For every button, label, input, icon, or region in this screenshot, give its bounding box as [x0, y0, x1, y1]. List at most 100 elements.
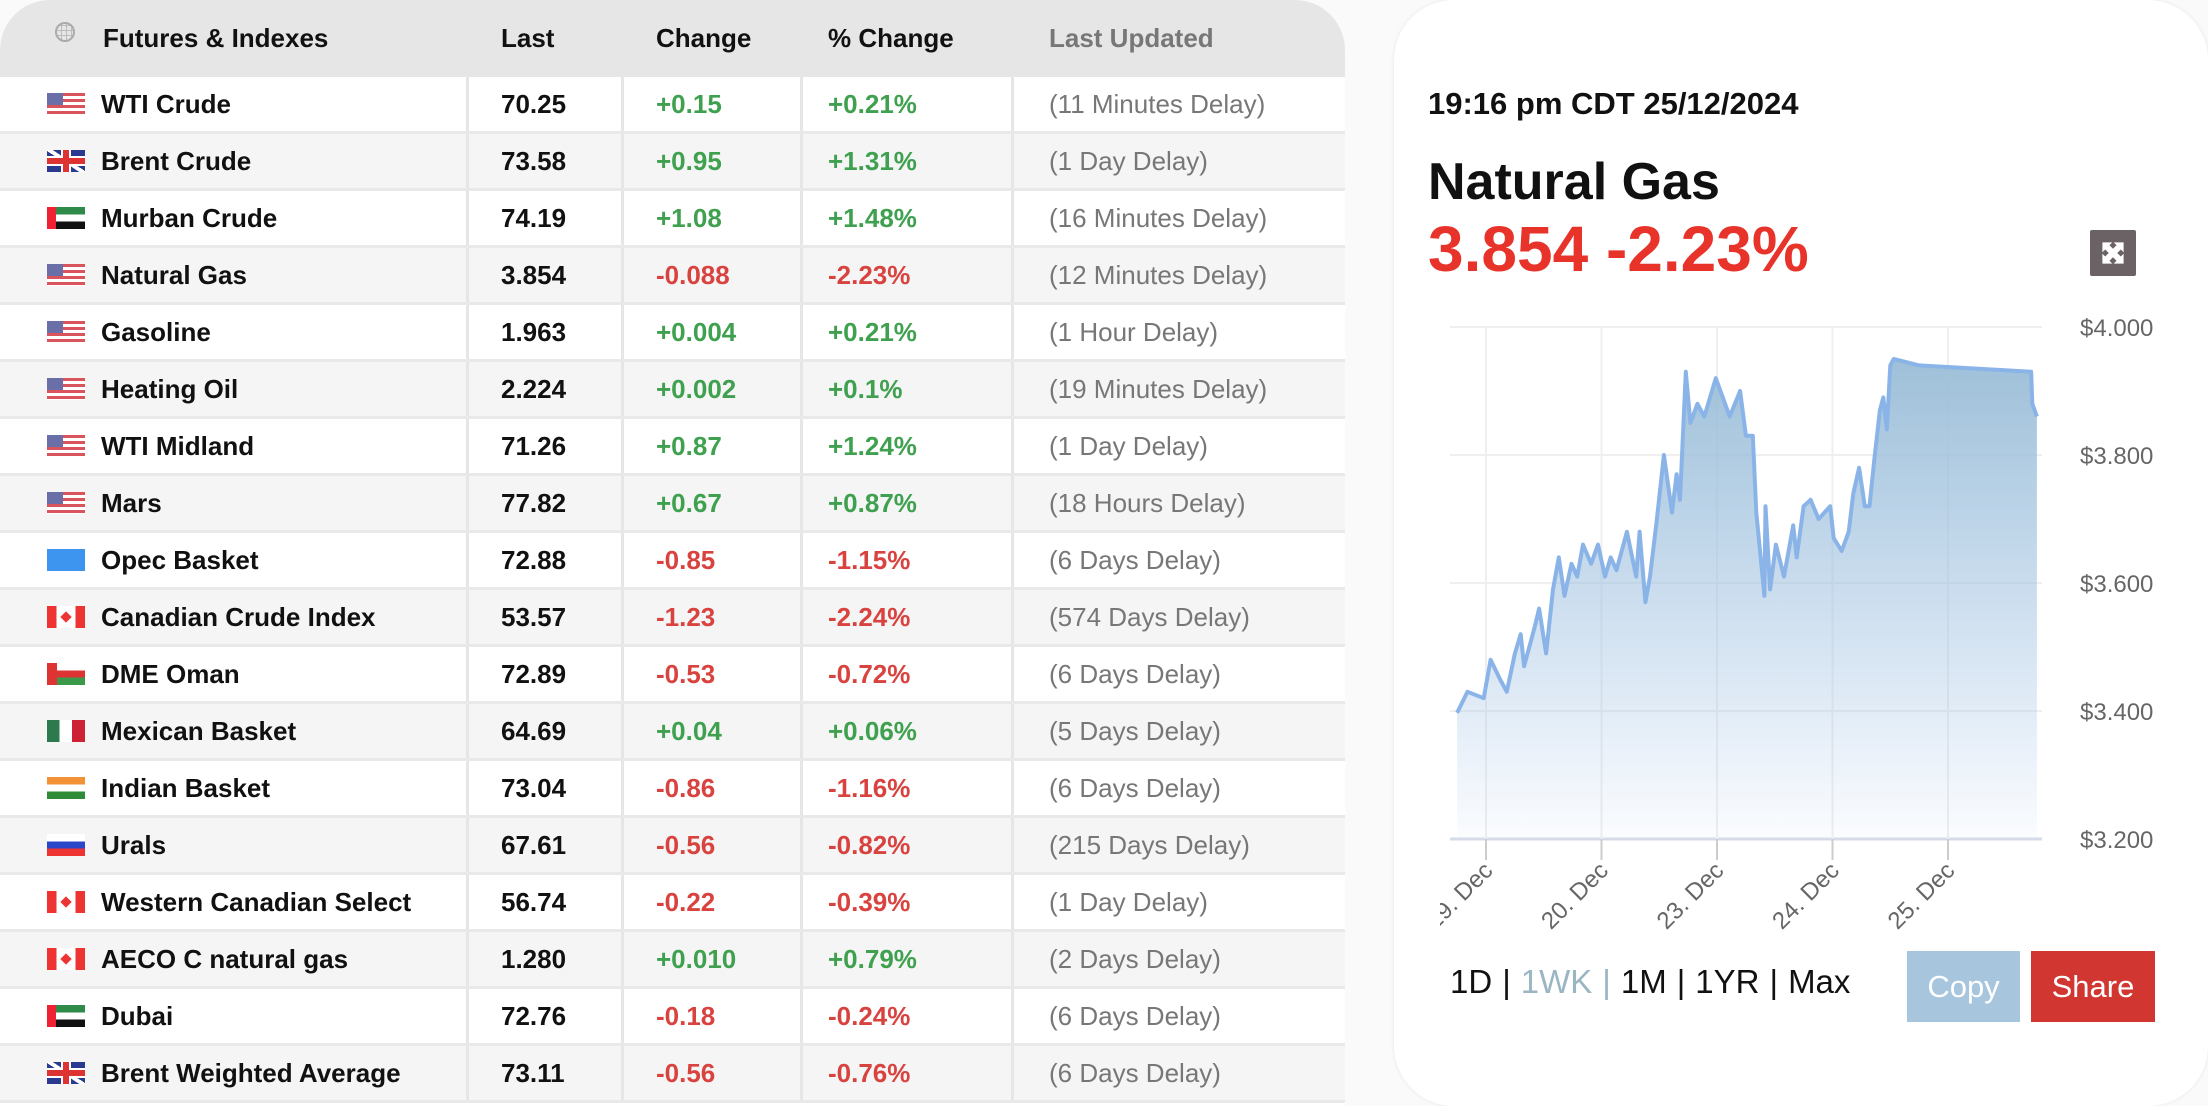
- table-row[interactable]: Urals 67.61 -0.56 -0.82% (215 Days Delay): [0, 818, 1345, 875]
- instrument-label: WTI Crude: [101, 88, 231, 119]
- cell-name[interactable]: Heating Oil: [0, 362, 469, 416]
- cell-name[interactable]: Indian Basket: [0, 761, 469, 815]
- instrument-label: Mexican Basket: [101, 715, 297, 746]
- cell-last-updated: (6 Days Delay): [1049, 1000, 1221, 1031]
- cell-pct-change: -0.76%: [803, 1046, 1014, 1100]
- cell-name[interactable]: Gasoline: [0, 305, 469, 359]
- cell-name[interactable]: Natural Gas: [0, 248, 469, 302]
- cell-change: -1.23: [624, 590, 803, 644]
- cell-name[interactable]: Western Canadian Select: [0, 875, 469, 929]
- flag-gb-icon: [47, 150, 85, 172]
- cell-change: -0.18: [624, 989, 803, 1043]
- header-name[interactable]: Futures & Indexes: [0, 0, 469, 77]
- flag-ae-icon: [47, 1005, 85, 1027]
- table-row[interactable]: Murban Crude 74.19 +1.08 +1.48% (16 Minutes …: [0, 191, 1345, 248]
- range-1wk[interactable]: 1WK: [1520, 963, 1593, 1000]
- header-change[interactable]: Change: [624, 0, 803, 77]
- range-1m[interactable]: 1M: [1620, 963, 1667, 1000]
- table-row[interactable]: AECO C natural gas 1.280 +0.010 +0.79% (2 Da…: [0, 932, 1345, 989]
- cell-pct-change: +0.79%: [803, 932, 1014, 986]
- y-tick-label: $3.600: [2080, 571, 2153, 598]
- flag-ae-icon: [47, 207, 85, 229]
- cell-last-updated: (1 Day Delay): [1049, 145, 1208, 176]
- instrument-label: Urals: [101, 829, 167, 860]
- cell-last-updated: (574 Days Delay): [1049, 601, 1250, 632]
- cell-name[interactable]: Dubai: [0, 989, 469, 1043]
- cell-change: -0.56: [624, 1046, 803, 1100]
- table-row[interactable]: Mexican Basket 64.69 +0.04 +0.06% (5 Days De…: [0, 704, 1345, 761]
- flag-om-icon: [47, 663, 85, 685]
- header-pct-change[interactable]: % Change: [803, 0, 1014, 77]
- cell-last-updated: (16 Minutes Delay): [1049, 202, 1268, 233]
- cell-last: 2.224: [469, 362, 624, 416]
- table-row[interactable]: Brent Weighted Average 73.11 -0.56 -0.76% (6…: [0, 1046, 1345, 1103]
- flag-us-icon: [47, 93, 85, 115]
- cell-last-updated: (18 Hours Delay): [1049, 487, 1246, 518]
- cell-last-updated: (5 Days Delay): [1049, 715, 1221, 746]
- cell-change: +0.67: [624, 476, 803, 530]
- table-row[interactable]: DME Oman 72.89 -0.53 -0.72% (6 Days Delay): [0, 647, 1345, 704]
- flag-mx-icon: [47, 720, 85, 742]
- table-row[interactable]: Opec Basket 72.88 -0.85 -1.15% (6 Days Delay…: [0, 533, 1345, 590]
- cell-change: +0.010: [624, 932, 803, 986]
- x-tick-label: 19. Dec: [1440, 857, 1498, 935]
- cell-pct-change: -0.82%: [803, 818, 1014, 872]
- cell-pct-change: +0.06%: [803, 704, 1014, 758]
- cell-change: +1.08: [624, 191, 803, 245]
- cell-name[interactable]: Mars: [0, 476, 469, 530]
- flag-us-icon: [47, 321, 85, 343]
- cell-pct-change: -1.15%: [803, 533, 1014, 587]
- cell-last: 3.854: [469, 248, 624, 302]
- cell-name[interactable]: Urals: [0, 818, 469, 872]
- cell-name[interactable]: Mexican Basket: [0, 704, 469, 758]
- table-row[interactable]: Mars 77.82 +0.67 +0.87% (18 Hours Delay): [0, 476, 1345, 533]
- price-chart[interactable]: $4.000 $3.800 $3.600 $3.400 $3.200 19. Dec 20.…: [1440, 300, 2200, 940]
- table-row[interactable]: Western Canadian Select 56.74 -0.22 -0.39% (…: [0, 875, 1345, 932]
- copy-button[interactable]: Copy: [1907, 951, 2020, 1022]
- table-row[interactable]: WTI Midland 71.26 +0.87 +1.24% (1 Day Delay): [0, 419, 1345, 476]
- table-row[interactable]: Natural Gas 3.854 -0.088 -2.23% (12 Minutes …: [0, 248, 1345, 305]
- cell-name[interactable]: WTI Crude: [0, 77, 469, 131]
- table-row[interactable]: Brent Crude 73.58 +0.95 +1.31% (1 Day Delay): [0, 134, 1345, 191]
- x-tick-label: 24. Dec: [1767, 857, 1845, 935]
- flag-opec-icon: [47, 549, 85, 571]
- cell-last-updated: (2 Days Delay): [1049, 943, 1221, 974]
- cell-name[interactable]: AECO C natural gas: [0, 932, 469, 986]
- table-row[interactable]: Indian Basket 73.04 -0.86 -1.16% (6 Days Del…: [0, 761, 1345, 818]
- expand-icon[interactable]: [2090, 230, 2136, 276]
- cell-change: -0.86: [624, 761, 803, 815]
- cell-pct-change: -0.24%: [803, 989, 1014, 1043]
- cell-name[interactable]: Canadian Crude Index: [0, 590, 469, 644]
- table-row[interactable]: WTI Crude 70.25 +0.15 +0.21% (11 Minutes Del…: [0, 77, 1345, 134]
- flag-us-icon: [47, 435, 85, 457]
- x-tick-label: 23. Dec: [1652, 857, 1730, 935]
- cell-name[interactable]: Murban Crude: [0, 191, 469, 245]
- range-max[interactable]: Max: [1788, 963, 1851, 1000]
- instrument-label: Opec Basket: [101, 544, 259, 575]
- table-row[interactable]: Dubai 72.76 -0.18 -0.24% (6 Days Delay): [0, 989, 1345, 1046]
- cell-last-updated: (12 Minutes Delay): [1049, 259, 1268, 290]
- instrument-label: Indian Basket: [101, 772, 271, 803]
- table-row[interactable]: Canadian Crude Index 53.57 -1.23 -2.24% (574…: [0, 590, 1345, 647]
- header-last[interactable]: Last: [469, 0, 624, 77]
- cell-change: +0.004: [624, 305, 803, 359]
- range-1yr[interactable]: 1YR: [1695, 963, 1760, 1000]
- cell-pct-change: +0.21%: [803, 77, 1014, 131]
- cell-name[interactable]: WTI Midland: [0, 419, 469, 473]
- range-1d[interactable]: 1D: [1450, 963, 1493, 1000]
- range-separator: |: [1769, 963, 1779, 1000]
- cell-name[interactable]: DME Oman: [0, 647, 469, 701]
- table-row[interactable]: Gasoline 1.963 +0.004 +0.21% (1 Hour Delay): [0, 305, 1345, 362]
- cell-pct-change: +0.87%: [803, 476, 1014, 530]
- cell-name[interactable]: Brent Weighted Average: [0, 1046, 469, 1100]
- cell-change: +0.04: [624, 704, 803, 758]
- table-row[interactable]: Heating Oil 2.224 +0.002 +0.1% (19 Minutes D…: [0, 362, 1345, 419]
- cell-name[interactable]: Brent Crude: [0, 134, 469, 188]
- range-separator: |: [1602, 963, 1611, 1000]
- header-last-updated[interactable]: Last Updated: [1049, 23, 1214, 53]
- cell-name[interactable]: Opec Basket: [0, 533, 469, 587]
- cell-last-updated: (215 Days Delay): [1049, 829, 1250, 860]
- share-button[interactable]: Share: [2031, 951, 2155, 1022]
- cell-last-updated: (6 Days Delay): [1049, 1057, 1221, 1088]
- cell-last-updated: (11 Minutes Delay): [1049, 88, 1266, 119]
